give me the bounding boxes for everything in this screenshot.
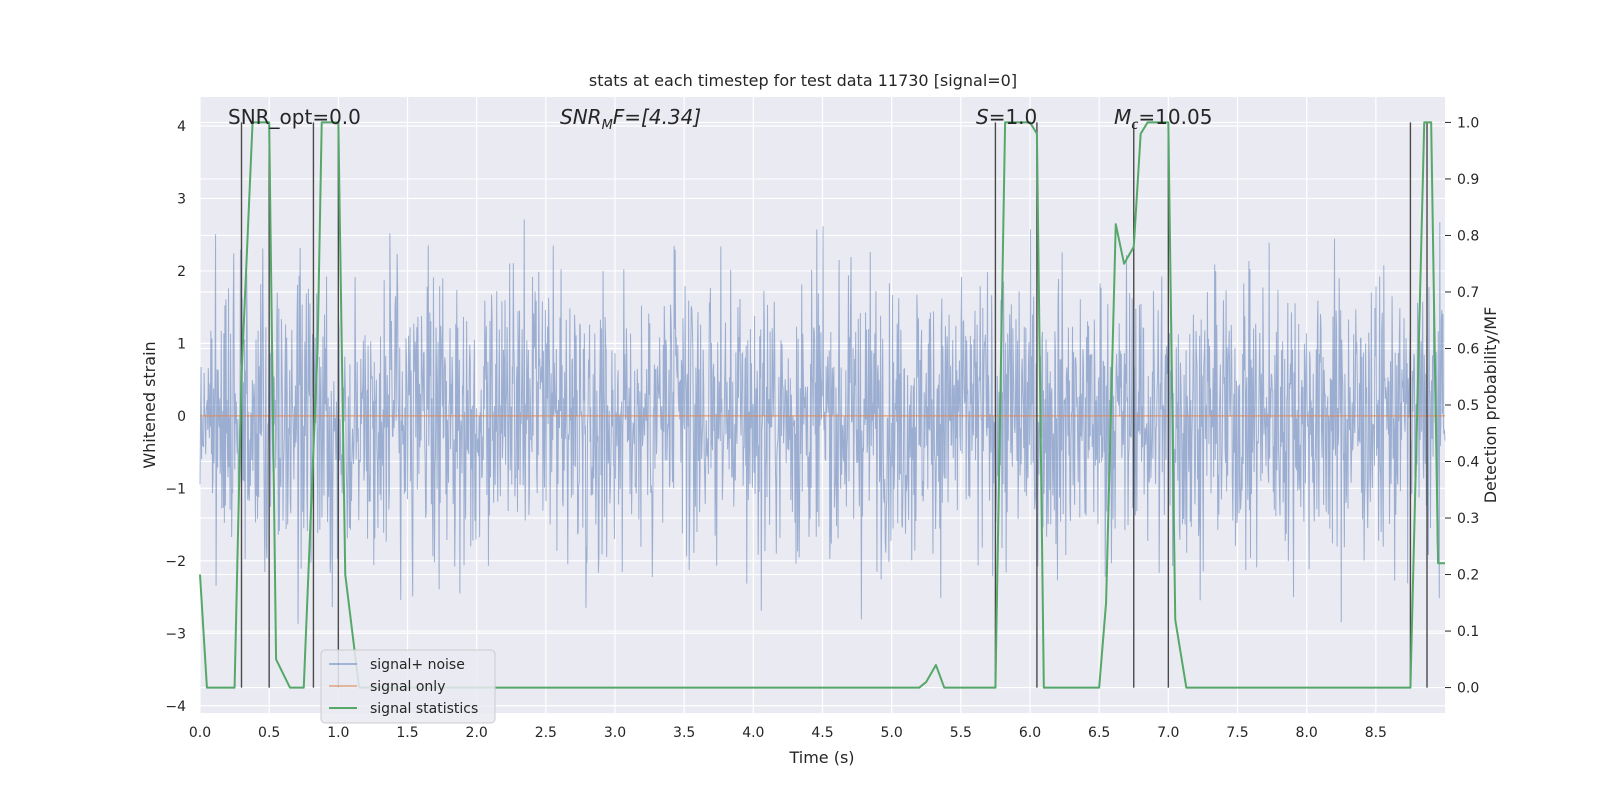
- y-right-tick-label-7: 0.3: [1457, 511, 1479, 527]
- legend-entry-signal-statistics: signal statistics: [370, 701, 478, 717]
- annotation-snr-opt: SNR_opt=0.0: [228, 105, 361, 129]
- x-tick-label-15: 7.5: [1226, 725, 1248, 741]
- y-right-tick-label-8: 0.2: [1457, 568, 1479, 584]
- x-tick-label-14: 7.0: [1157, 725, 1179, 741]
- x-tick-label-1: 0.5: [258, 725, 280, 741]
- y-left-tick-label-8: −4: [165, 699, 186, 715]
- annotation-snr-mf: SNRMF=[4.34]: [560, 105, 701, 133]
- y-right-tick-label-2: 0.8: [1457, 228, 1479, 244]
- y-left-tick-label-0: 4: [177, 119, 186, 135]
- y-left-tick-label-3: 1: [177, 336, 186, 352]
- legend-entry-signal-noise: signal+ noise: [370, 657, 465, 673]
- x-tick-label-6: 3.0: [604, 725, 626, 741]
- x-tick-label-7: 3.5: [673, 725, 695, 741]
- x-tick-label-9: 4.5: [811, 725, 833, 741]
- x-tick-label-17: 8.5: [1365, 725, 1387, 741]
- y-right-tick-label-3: 0.7: [1457, 285, 1479, 301]
- y-right-tick-label-9: 0.1: [1457, 624, 1479, 640]
- y-axis-left-ticks: 4 3 2 1 0 −1 −2 −3 −4: [165, 119, 186, 715]
- series-signal-statistics-line: [199, 121, 1445, 689]
- signal-statistics-series: [199, 121, 1445, 689]
- x-tick-label-3: 1.5: [396, 725, 418, 741]
- annotation-mc: Mc=10.05: [1114, 105, 1212, 133]
- y-left-tick-label-7: −3: [165, 626, 186, 642]
- x-tick-label-11: 5.5: [950, 725, 972, 741]
- legend-entry-signal-only: signal only: [370, 679, 445, 695]
- x-tick-label-5: 2.5: [535, 725, 557, 741]
- y-left-tick-label-6: −2: [165, 554, 186, 570]
- x-tick-label-2: 1.0: [327, 725, 349, 741]
- legend: signal+ noise signal only signal statist…: [320, 649, 496, 724]
- y-left-tick-label-1: 3: [177, 191, 186, 207]
- signal-noise-series: [199, 219, 1446, 624]
- annotation-s-stat: S=1.0: [976, 105, 1037, 129]
- y-right-tick-label-10: 0.0: [1457, 681, 1479, 697]
- x-tick-label-0: 0.0: [189, 725, 211, 741]
- x-tick-label-4: 2.0: [466, 725, 488, 741]
- y-axis-left-label: Whitened strain: [140, 341, 159, 468]
- x-axis-label: Time (s): [788, 748, 854, 767]
- y-left-tick-label-4: 0: [177, 409, 186, 425]
- y-axis-right-ticks: 1.0 0.9 0.8 0.7 0.6 0.5 0.4 0.3 0.2 0.1 0.0: [1445, 115, 1479, 697]
- y-right-tick-label-5: 0.5: [1457, 398, 1479, 414]
- chart-title: stats at each timestep for test data 117…: [589, 71, 1017, 90]
- y-axis-right-label: Detection probability/MF: [1481, 307, 1500, 504]
- x-tick-label-13: 6.5: [1088, 725, 1110, 741]
- y-left-tick-label-2: 2: [177, 264, 186, 280]
- legend-box: [320, 649, 496, 724]
- y-right-tick-label-4: 0.6: [1457, 341, 1479, 357]
- y-right-tick-label-6: 0.4: [1457, 455, 1479, 471]
- x-axis-ticks: 0.0 0.5 1.0 1.5 2.0 2.5 3.0 3.5 4.0 4.5 5.0 5.5 6.0 6…: [189, 725, 1387, 741]
- y-left-tick-label-5: −1: [165, 481, 186, 497]
- plot-area: [199, 97, 1446, 713]
- y-right-tick-label-0: 1.0: [1457, 115, 1479, 131]
- x-tick-label-8: 4.0: [742, 725, 764, 741]
- x-tick-label-10: 5.0: [881, 725, 903, 741]
- series-signal-noise-line: [199, 219, 1446, 624]
- x-tick-label-12: 6.0: [1019, 725, 1041, 741]
- x-tick-label-16: 8.0: [1296, 725, 1318, 741]
- y-right-tick-label-1: 0.9: [1457, 172, 1479, 188]
